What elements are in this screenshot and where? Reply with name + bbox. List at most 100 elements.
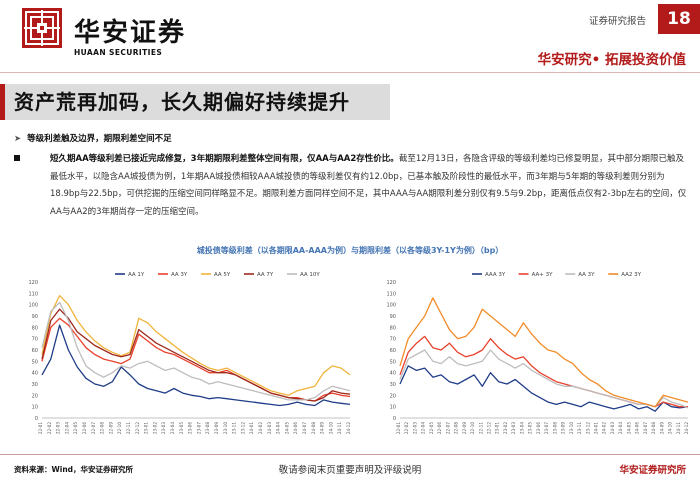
x-tick-label: 22-01 xyxy=(396,422,401,435)
y-tick-label: 0 xyxy=(393,416,396,422)
x-tick-label: 22-10 xyxy=(470,422,475,435)
y-tick-label: 10 xyxy=(390,405,396,411)
bullet-point-1: ➤ 等级利差触及边界，期限利差空间不足 xyxy=(14,132,172,144)
title-accent xyxy=(0,84,5,120)
x-tick-label: 23-07 xyxy=(544,422,549,435)
x-tick-label: 23-07 xyxy=(196,422,201,435)
x-tick-label: 23-09 xyxy=(214,422,219,435)
x-tick-label: 22-06 xyxy=(437,422,442,435)
x-tick-label: 22-10 xyxy=(117,422,122,435)
y-tick-label: 50 xyxy=(32,359,38,365)
y-tick-label: 110 xyxy=(28,291,38,297)
x-tick-label: 23-05 xyxy=(179,422,184,435)
x-tick-label: 22-03 xyxy=(56,422,61,435)
x-tick-label: 24-10 xyxy=(328,422,333,435)
x-tick-label: 24-11 xyxy=(676,422,681,435)
footer-divider xyxy=(0,454,700,455)
y-tick-label: 120 xyxy=(386,280,396,286)
y-tick-label: 60 xyxy=(390,348,396,354)
x-tick-label: 24-08 xyxy=(311,422,316,435)
x-tick-label: 24-12 xyxy=(684,422,689,435)
legend-label: AA 10Y xyxy=(300,272,320,278)
x-tick-label: 22-05 xyxy=(429,422,434,435)
x-tick-label: 23-12 xyxy=(585,422,590,435)
legend-label: AA+ 3Y xyxy=(532,272,554,278)
y-tick-label: 100 xyxy=(28,303,38,309)
legend-label: AA 1Y xyxy=(128,272,145,278)
x-tick-label: 22-11 xyxy=(126,422,131,435)
chart-panel-1: 0 10 20 30 40 50 60 70 80 90 100 110 120 22-01 22-02 22… xyxy=(28,272,351,434)
x-tick-label: 24-01 xyxy=(593,422,598,435)
x-tick-label: 23-10 xyxy=(569,422,574,435)
y-tick-label: 40 xyxy=(32,371,38,377)
footer-firm-name: 华安证券研究所 xyxy=(619,462,686,476)
x-tick-label: 22-11 xyxy=(478,422,483,435)
x-tick-label: 23-02 xyxy=(503,422,508,435)
x-tick-label: 22-12 xyxy=(135,422,140,435)
x-tick-label: 22-09 xyxy=(108,422,113,435)
y-tick-label: 90 xyxy=(390,314,396,320)
legend-label: AA 7Y xyxy=(257,272,274,278)
header-slogan: 华安研究• 拓展投资价值 xyxy=(538,48,686,68)
x-tick-label: 24-02 xyxy=(258,422,263,435)
y-tick-label: 30 xyxy=(32,382,38,388)
disclaimer-note: 敬请参阅末页重要声明及评级说明 xyxy=(0,462,700,476)
y-tick-label: 40 xyxy=(390,371,396,377)
x-tick-label: 24-03 xyxy=(267,422,272,435)
x-tick-label: 23-03 xyxy=(511,422,516,435)
x-tick-label: 22-09 xyxy=(462,422,467,435)
y-tick-label: 20 xyxy=(32,393,38,399)
chart-caption: 城投债等级利差（以各期限AA-AAA为例）与期限利差（以各等级3Y-1Y为例）（… xyxy=(0,245,700,256)
page-number: 18 xyxy=(658,4,700,34)
x-tick-label: 22-12 xyxy=(487,422,492,435)
legend-label: AAA 3Y xyxy=(485,272,506,278)
x-tick-label: 24-10 xyxy=(668,422,673,435)
x-tick-label: 24-08 xyxy=(651,422,656,435)
y-tick-label: 70 xyxy=(390,337,396,343)
x-tick-label: 23-06 xyxy=(536,422,541,435)
x-tick-label: 23-01 xyxy=(144,422,149,435)
x-tick-label: 24-05 xyxy=(284,422,289,435)
series-line xyxy=(42,309,350,401)
x-tick-label: 22-01 xyxy=(38,422,43,435)
x-tick-label: 23-02 xyxy=(152,422,157,435)
x-tick-label: 24-07 xyxy=(643,422,648,435)
y-tick-label: 90 xyxy=(32,314,38,320)
legend-label: AA2 3Y xyxy=(621,272,641,278)
y-tick-label: 0 xyxy=(35,416,38,422)
x-tick-label: 22-04 xyxy=(421,422,426,435)
x-tick-label: 23-06 xyxy=(188,422,193,435)
y-tick-label: 30 xyxy=(390,382,396,388)
y-tick-label: 80 xyxy=(390,325,396,331)
x-tick-label: 23-08 xyxy=(552,422,557,435)
logo-english-name: HUAAN SECURITIES xyxy=(74,48,162,57)
x-tick-label: 22-03 xyxy=(412,422,417,435)
arrow-bullet-icon: ➤ xyxy=(14,134,21,144)
x-tick-label: 24-06 xyxy=(635,422,640,435)
y-tick-label: 10 xyxy=(32,405,38,411)
x-tick-label: 22-06 xyxy=(82,422,87,435)
legend-label: AA 5Y xyxy=(214,272,231,278)
x-tick-label: 24-04 xyxy=(618,422,623,435)
x-tick-label: 22-05 xyxy=(73,422,78,435)
bullet-point-2-paragraph: 短久期AA等级利差已接近完成修复，3年期期限利差整体空间有限，仅AA与AA2存性… xyxy=(50,151,688,221)
series-line xyxy=(400,298,688,407)
x-tick-label: 23-10 xyxy=(223,422,228,435)
report-type-label: 证券研究报告 xyxy=(589,13,646,27)
bullet-point-2: 短久期AA等级利差已接近完成修复，3年期期限利差整体空间有限，仅AA与AA2存性… xyxy=(14,151,688,221)
x-tick-label: 22-07 xyxy=(91,422,96,435)
x-tick-label: 24-03 xyxy=(610,422,615,435)
x-tick-label: 23-04 xyxy=(519,422,524,435)
chart-area: 0 10 20 30 40 50 60 70 80 90 100 110 120 22-01 22-02 22… xyxy=(0,256,700,456)
header-divider xyxy=(0,72,700,73)
y-tick-label: 50 xyxy=(390,359,396,365)
x-tick-label: 22-02 xyxy=(47,422,52,435)
x-tick-label: 22-02 xyxy=(404,422,409,435)
y-tick-label: 120 xyxy=(28,280,38,286)
x-tick-label: 24-01 xyxy=(249,422,254,435)
x-tick-label: 24-09 xyxy=(659,422,664,435)
y-tick-label: 60 xyxy=(32,348,38,354)
legend-label: AA 3Y xyxy=(171,272,188,278)
x-tick-label: 22-07 xyxy=(445,422,450,435)
